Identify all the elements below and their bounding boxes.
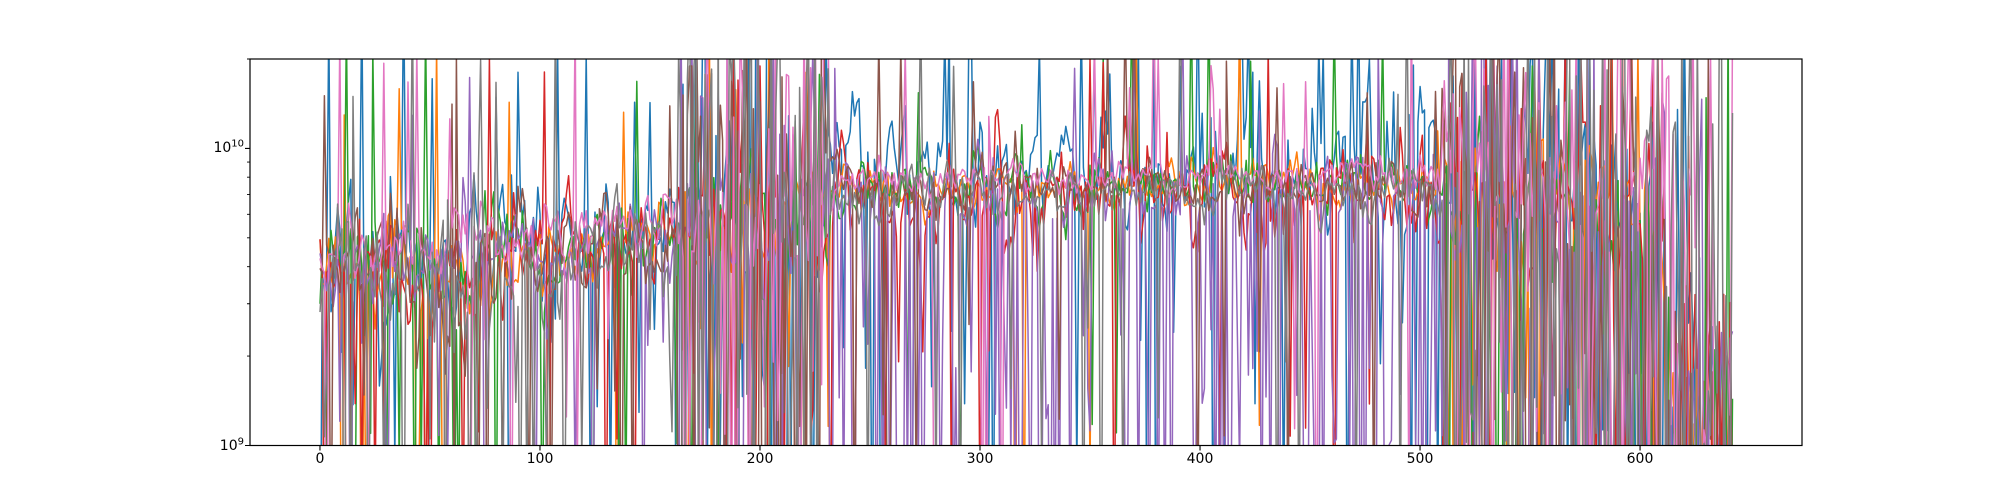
y-tick-label-1e10: 1010 [184, 139, 244, 157]
x-tick-label-0: 0 [315, 451, 325, 467]
plot-area [319, 59, 1734, 446]
y-tick-exponent: 9 [237, 436, 244, 448]
y-tick-base: 10 [213, 140, 232, 156]
axes-spines [249, 58, 1803, 447]
y-tick-base: 10 [219, 438, 238, 454]
x-tick-label-300: 300 [966, 451, 994, 467]
minor-ticks [247, 58, 250, 357]
x-tick-label-500: 500 [1406, 451, 1434, 467]
x-tick-label-200: 200 [746, 451, 774, 467]
series-line-0 [320, 59, 1733, 446]
y-tick-exponent: 10 [231, 138, 244, 150]
series-line-6 [319, 59, 1734, 446]
x-tick-label-100: 100 [526, 451, 554, 467]
series-line-7 [319, 59, 1734, 446]
x-tick-label-600: 600 [1626, 451, 1654, 467]
series-line-5 [319, 59, 1733, 446]
major-ticks [245, 147, 1641, 451]
y-tick-label-1e9: 109 [184, 437, 244, 455]
x-tick-label-400: 400 [1186, 451, 1214, 467]
